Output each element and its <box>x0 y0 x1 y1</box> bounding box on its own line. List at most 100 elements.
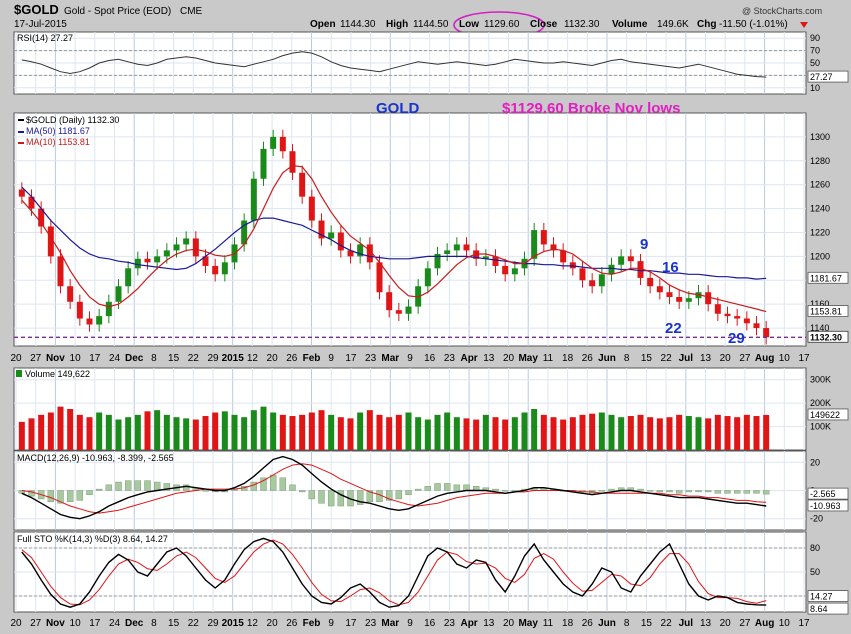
volume-bar <box>434 414 441 450</box>
ma10-last-value-box <box>807 305 849 317</box>
date-tick-label: Aug <box>755 353 774 364</box>
candle-body <box>144 258 151 263</box>
macd-histogram-bar <box>308 490 316 500</box>
volume-bar <box>115 419 122 450</box>
volume-bar <box>386 417 393 450</box>
volume-bar <box>550 417 557 450</box>
volume-bar <box>637 414 644 450</box>
gold-annotation: GOLD <box>376 100 419 117</box>
bottom-date-tick-label: 29 <box>207 618 219 629</box>
volume-bar <box>96 412 103 450</box>
chg-down-arrow-icon <box>800 22 808 28</box>
rsi-ytick-label: 50 <box>810 58 820 68</box>
volume-bar <box>753 416 760 450</box>
volume-bar <box>405 412 412 450</box>
macd-histogram-bar <box>115 481 122 491</box>
macd-histogram-bar <box>134 480 142 491</box>
date-tick-label: 17 <box>345 353 357 364</box>
bottom-date-tick-label: 18 <box>562 618 574 629</box>
bottom-date-tick-label: 8 <box>624 618 630 629</box>
volume-bar <box>618 417 625 450</box>
sto-ytick-label: 80 <box>810 543 820 553</box>
bottom-date-tick-label: 20 <box>503 618 515 629</box>
high-value: 1144.50 <box>413 19 449 30</box>
macd-histogram-bar <box>704 490 712 493</box>
date-tick-label: 20 <box>720 353 732 364</box>
date-tick-label: 23 <box>365 353 377 364</box>
candle-body <box>492 256 499 266</box>
sto-k-line <box>21 537 767 608</box>
low-value: 1129.60 <box>484 19 520 30</box>
date-axis: 20 27 Nov 10 17 24 Dec 8 15 22 29 2015 12 20 26 Feb 9 17 2… <box>10 353 810 629</box>
date-tick-label: 23 <box>444 353 456 364</box>
candle-body <box>656 286 663 293</box>
candle-body <box>753 323 760 329</box>
volume-bar <box>511 417 518 450</box>
macd-histogram-bar <box>47 490 55 502</box>
macd-histogram-bar <box>356 490 364 505</box>
volume-bar <box>531 409 538 450</box>
volume-bar <box>666 417 673 450</box>
sto-d-line <box>21 539 767 606</box>
bottom-date-tick-label: 15 <box>168 618 180 629</box>
macd-histogram-bar <box>675 490 683 494</box>
bottom-date-tick-label: 27 <box>30 618 42 629</box>
volume-bar <box>569 417 576 450</box>
candle-body <box>163 250 170 257</box>
bottom-date-tick-label: 15 <box>641 618 653 629</box>
volume-bar <box>695 417 702 450</box>
macd-histogram-bar <box>646 490 654 492</box>
macd-histogram-bar <box>685 490 693 493</box>
volume-bar <box>560 419 567 450</box>
macd-histogram-bar <box>395 490 403 500</box>
candle-body <box>395 310 402 314</box>
ma50-last-value-box <box>807 271 849 284</box>
volume-bar <box>734 417 741 450</box>
macd-histogram-bar <box>366 490 374 502</box>
volume-bar <box>705 418 712 450</box>
candle-body <box>386 292 393 311</box>
volume-bar <box>221 411 228 450</box>
volume-bar <box>598 412 605 450</box>
candle-body <box>202 256 209 266</box>
macd-histogram-bar <box>492 488 499 491</box>
macd-line <box>21 455 767 520</box>
candle-body <box>337 232 344 251</box>
candle-body <box>531 230 538 259</box>
macd-signal-line <box>21 463 767 514</box>
candle-body <box>57 256 64 287</box>
chart-date: 17-Jul-2015 <box>14 19 67 30</box>
date-tick-label: 17 <box>798 353 810 364</box>
macd-histogram-bar <box>501 490 509 492</box>
candle-body <box>67 286 74 302</box>
date-tick-label: Jun <box>598 353 616 364</box>
bottom-date-tick-label: Jul <box>679 618 694 629</box>
candle-body <box>28 196 35 209</box>
volume-bar <box>337 417 344 450</box>
bottom-date-tick-label: 10 <box>779 618 791 629</box>
bottom-date-tick-label: Aug <box>755 618 774 629</box>
date-tick-label: 26 <box>286 353 298 364</box>
volume-bar <box>763 414 770 450</box>
volume-last-value: 149622 <box>810 410 840 420</box>
volume-bar <box>173 417 180 450</box>
volume-bar <box>202 416 209 450</box>
macd-histogram-bar <box>733 490 741 494</box>
date-tick-label: Apr <box>460 353 477 364</box>
volume-title: Volume 149,622 <box>25 369 90 379</box>
sto-title: Full STO %K(14,3) %D(3) 8.64, 14.27 <box>17 534 168 544</box>
volume-bar <box>67 409 74 450</box>
volume-bar <box>685 416 692 450</box>
macd-histogram-bar <box>327 490 335 507</box>
legend-swatch-ma50 <box>18 131 24 133</box>
date-tick-label: 17 <box>89 353 101 364</box>
open-value: 1144.30 <box>340 19 376 30</box>
candle-body <box>676 297 683 302</box>
macd-histogram-bar <box>414 488 422 491</box>
macd-histogram-bar <box>424 486 432 491</box>
macd-last-value-box <box>807 499 849 512</box>
legend-swatch-ma10 <box>18 142 24 144</box>
volume-last-value-box <box>807 408 849 421</box>
macd-histogram-bar <box>666 490 673 493</box>
